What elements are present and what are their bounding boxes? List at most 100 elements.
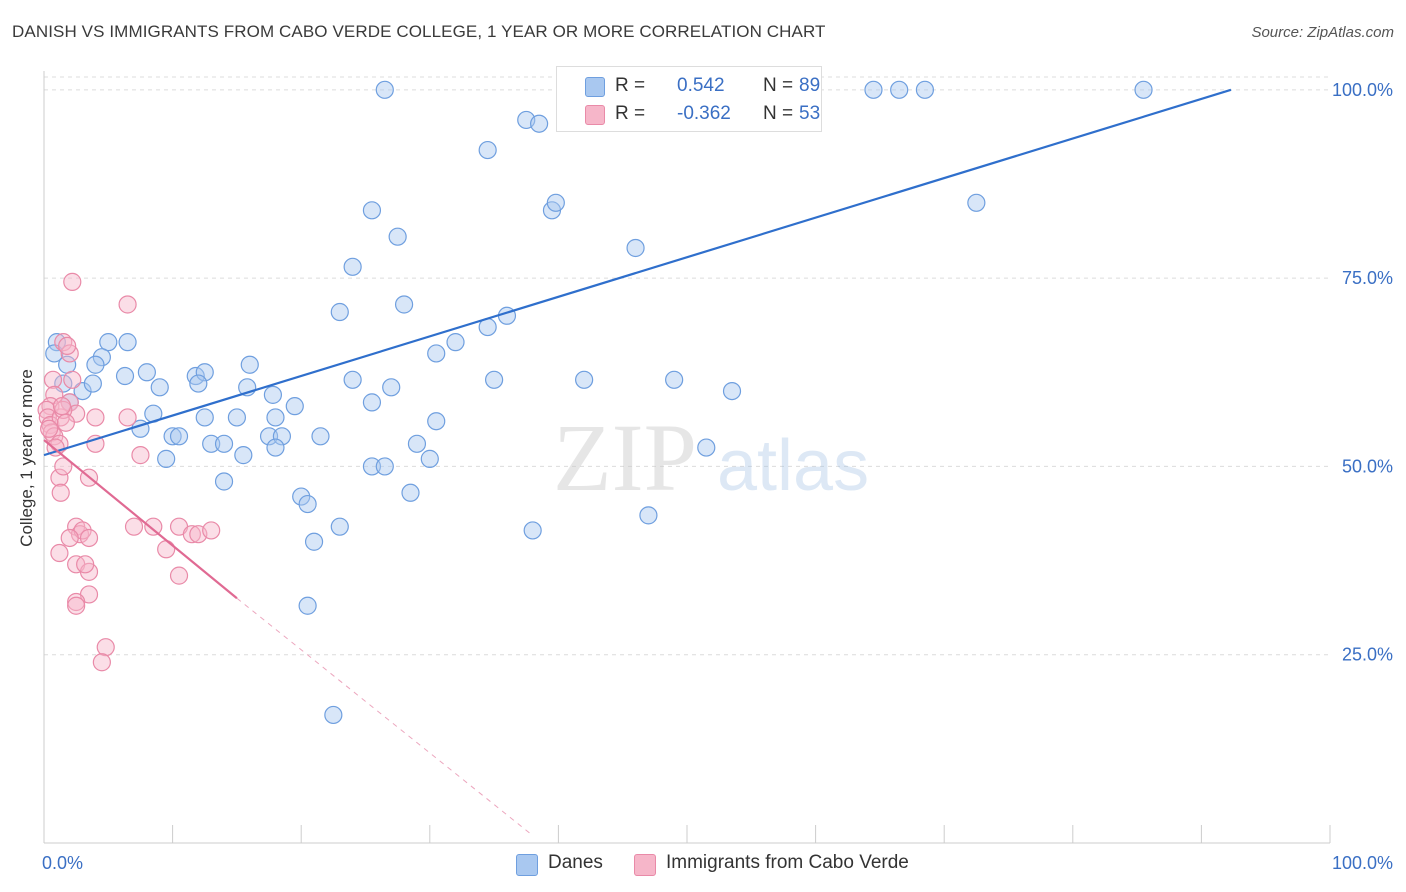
point-danes bbox=[99, 333, 118, 352]
y-tick-label: 100.0% bbox=[1332, 80, 1393, 100]
watermark-atlas: atlas bbox=[717, 426, 869, 506]
chart-source: Source: ZipAtlas.com bbox=[1251, 24, 1394, 41]
point-danes bbox=[214, 472, 234, 491]
gridlines bbox=[44, 76, 1330, 656]
point-danes bbox=[189, 374, 208, 393]
point-danes bbox=[330, 517, 349, 536]
point-danes bbox=[722, 381, 742, 401]
x-tick-label: 100.0% bbox=[1332, 853, 1393, 873]
point-danes bbox=[343, 257, 362, 276]
watermark-zip: ZIP bbox=[553, 404, 697, 511]
y-tick-label: 50.0% bbox=[1342, 456, 1393, 476]
point-danes bbox=[163, 427, 182, 446]
point-danes bbox=[324, 705, 343, 725]
point-cabo bbox=[43, 370, 63, 389]
point-cabo bbox=[144, 517, 163, 536]
point-cabo bbox=[96, 638, 115, 657]
point-danes bbox=[92, 348, 111, 367]
point-danes bbox=[263, 385, 283, 404]
point-danes bbox=[446, 333, 465, 352]
y-tick-label: 75.0% bbox=[1342, 268, 1393, 288]
point-danes bbox=[157, 449, 176, 468]
point-danes bbox=[407, 434, 427, 453]
point-danes bbox=[375, 457, 394, 476]
point-danes bbox=[214, 434, 234, 453]
point-danes bbox=[375, 80, 394, 99]
point-danes bbox=[311, 427, 330, 446]
point-danes bbox=[665, 370, 684, 389]
trendline-danes bbox=[43, 88, 1232, 457]
point-danes bbox=[285, 397, 304, 416]
point-cabo bbox=[118, 295, 137, 314]
point-danes bbox=[202, 434, 221, 453]
point-cabo bbox=[76, 555, 95, 574]
point-danes bbox=[420, 449, 439, 468]
point-cabo bbox=[50, 468, 69, 487]
point-danes bbox=[362, 457, 382, 476]
point-danes bbox=[626, 238, 645, 258]
point-danes bbox=[394, 295, 414, 314]
cabo-legend-label: Immigrants from Cabo Verde bbox=[666, 852, 909, 873]
point-danes bbox=[382, 378, 401, 397]
trendline-cabo bbox=[43, 439, 238, 600]
point-danes bbox=[401, 483, 420, 502]
danes-legend-label: Danes bbox=[548, 852, 603, 873]
point-cabo bbox=[182, 525, 201, 544]
y-axis-label: College, 1 year or more bbox=[17, 369, 36, 547]
point-cabo bbox=[131, 446, 150, 465]
point-danes bbox=[83, 374, 102, 393]
point-danes bbox=[240, 355, 259, 374]
danes-r-label: R = bbox=[615, 75, 646, 96]
cabo-swatch bbox=[585, 105, 605, 125]
danes-legend-swatch bbox=[516, 854, 538, 876]
point-danes bbox=[639, 506, 658, 525]
point-danes bbox=[73, 381, 92, 401]
point-cabo bbox=[79, 528, 99, 548]
point-danes bbox=[485, 370, 504, 389]
point-cabo bbox=[51, 483, 70, 502]
point-danes bbox=[195, 363, 214, 382]
point-danes bbox=[272, 427, 292, 446]
danes-r-value: 0.542 bbox=[677, 75, 725, 96]
point-danes bbox=[890, 80, 909, 99]
trendlines bbox=[43, 88, 1232, 836]
point-cabo bbox=[40, 419, 59, 438]
point-danes bbox=[1134, 80, 1153, 99]
axes bbox=[43, 71, 1331, 844]
point-danes bbox=[362, 201, 382, 220]
point-danes bbox=[523, 521, 542, 540]
point-danes bbox=[150, 378, 169, 397]
point-danes bbox=[292, 487, 311, 506]
point-danes bbox=[115, 366, 135, 386]
point-danes bbox=[118, 333, 137, 352]
point-cabo bbox=[56, 413, 75, 432]
point-danes bbox=[330, 302, 349, 322]
point-danes bbox=[227, 408, 246, 427]
point-cabo bbox=[202, 521, 221, 540]
point-cabo bbox=[124, 517, 144, 536]
series-cabo bbox=[37, 272, 221, 672]
cabo-n-label: N = bbox=[763, 103, 794, 124]
point-danes bbox=[259, 427, 279, 446]
cabo-r-value: -0.362 bbox=[677, 103, 731, 124]
point-danes bbox=[86, 355, 105, 374]
x-tick-label: 0.0% bbox=[42, 853, 83, 873]
point-danes bbox=[697, 438, 716, 457]
point-cabo bbox=[63, 370, 82, 389]
point-danes bbox=[915, 80, 935, 99]
point-danes bbox=[234, 446, 253, 465]
point-danes bbox=[195, 408, 214, 427]
point-danes bbox=[169, 427, 189, 446]
point-danes bbox=[864, 80, 883, 99]
point-cabo bbox=[118, 408, 137, 427]
watermark: ZIP atlas bbox=[553, 404, 869, 511]
point-danes bbox=[266, 438, 285, 457]
y-tick-label: 25.0% bbox=[1342, 645, 1393, 665]
point-danes bbox=[546, 193, 565, 212]
point-cabo bbox=[52, 397, 72, 416]
point-cabo bbox=[54, 457, 73, 476]
point-cabo bbox=[92, 653, 111, 672]
point-danes bbox=[304, 532, 324, 551]
point-danes bbox=[266, 408, 285, 427]
